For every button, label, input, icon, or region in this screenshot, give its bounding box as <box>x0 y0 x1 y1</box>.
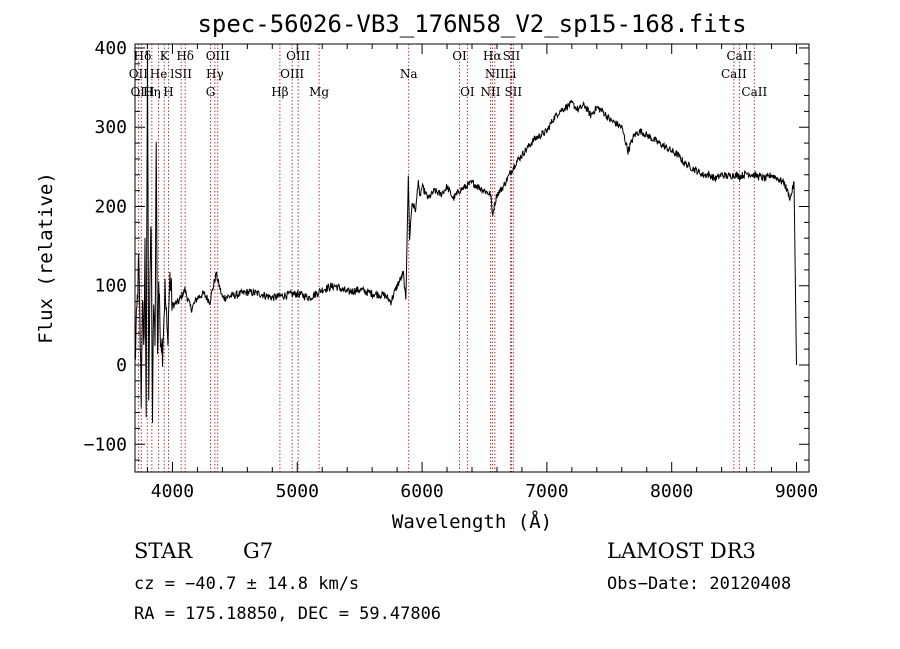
emission-line-label: SII <box>503 49 521 63</box>
emission-line-label: SII <box>504 85 522 99</box>
object-class: STAR <box>134 539 193 563</box>
emission-line-label: OII <box>129 67 149 81</box>
y-tick-label: −100 <box>84 434 127 455</box>
emission-line-label: Hη <box>143 85 161 99</box>
chart-title: spec-56026-VB3_176N58_V2_sp15-168.fits <box>197 10 746 38</box>
emission-line-label: CaII <box>721 67 747 81</box>
x-tick-label: 5000 <box>276 481 319 502</box>
emission-line-label: NII <box>485 67 505 81</box>
emission-line-label: G <box>206 85 216 99</box>
object-subclass: G7 <box>243 539 273 563</box>
emission-line-label: He <box>150 67 168 81</box>
y-axis-label: Flux (relative) <box>35 172 57 344</box>
y-tick-label: 0 <box>116 355 127 376</box>
emission-line-label: OI <box>460 85 475 99</box>
obs-date: Obs−Date: 20120408 <box>607 574 791 594</box>
emission-line-label: H <box>163 85 173 99</box>
series-group <box>134 50 797 423</box>
redshift-text: cz = −40.7 ± 14.8 km/s <box>134 574 359 594</box>
y-tick-label: 100 <box>94 276 127 297</box>
emission-line-label: K <box>160 49 170 63</box>
y-tick-label: 200 <box>94 196 127 217</box>
emission-line-label: Hα <box>483 49 502 63</box>
emission-line-label: NII <box>480 85 500 99</box>
emission-line-label: lSII <box>170 67 192 81</box>
emission-line-label: Mg <box>309 85 329 99</box>
emission-line-label: Hδ <box>176 49 194 63</box>
survey-name: LAMOST DR3 <box>607 539 756 563</box>
emission-line-label: CaII <box>726 49 752 63</box>
emission-line-label: Na <box>400 67 418 81</box>
y-tick-label: 300 <box>94 117 127 138</box>
emission-line-label: OIII <box>286 49 310 63</box>
x-tick-label: 9000 <box>775 481 818 502</box>
emission-line-label: Hγ <box>206 67 224 81</box>
emission-line-label: Hβ <box>271 85 288 99</box>
coordinates: RA = 175.18850, DEC = 59.47806 <box>134 604 441 624</box>
emission-line-label: Li <box>505 67 517 81</box>
emission-line-markers <box>137 44 755 472</box>
x-tick-label: 8000 <box>650 481 693 502</box>
x-axis-label: Wavelength (Å) <box>392 510 552 533</box>
x-tick-label: 7000 <box>525 481 568 502</box>
plot-frame <box>134 43 810 473</box>
x-tick-label: 6000 <box>400 481 443 502</box>
x-tick-label: 4000 <box>151 481 194 502</box>
axes: 4000 5000 6000 7000 8000 9000 −100 0 100 200 300 40… <box>84 38 819 502</box>
y-tick-label: 400 <box>94 38 127 59</box>
emission-line-label: OI <box>452 49 467 63</box>
emission-line-label: Hδ <box>134 49 152 63</box>
series-flux-line <box>134 50 797 423</box>
emission-line-label: OIII <box>206 49 230 63</box>
emission-line-label: CaII <box>741 85 767 99</box>
emission-line-label: OIII <box>280 67 304 81</box>
